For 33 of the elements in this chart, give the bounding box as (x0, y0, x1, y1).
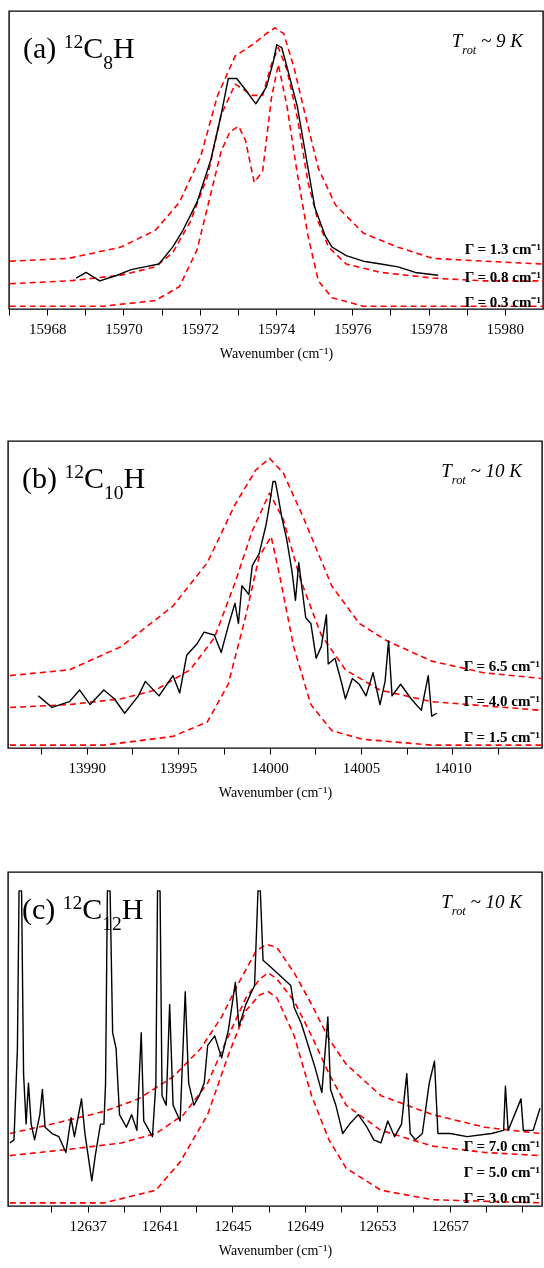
annotation: Γ = 5.0 cm⁻¹ (463, 1164, 540, 1180)
annotation: T$_{rot}$ ~ 9 K (451, 30, 525, 57)
annotation: Γ = 1.3 cm⁻¹ (464, 241, 541, 257)
x-tick-label: 12637 (69, 1217, 108, 1234)
x-tick-label: 14000 (251, 759, 289, 776)
annotation: (a) $^{12}$C$_{8}$H (23, 30, 135, 73)
annotation: Γ = 6.5 cm⁻¹ (463, 658, 540, 674)
x-tick-label: 14005 (342, 759, 381, 776)
annotation: T$_{rot}$ ~ 10 K (441, 891, 524, 918)
x-axis-title: Wavenumber (cm⁻¹) (219, 345, 334, 362)
x-tick-label: 15980 (486, 320, 525, 337)
x-axis-title: Wavenumber (cm⁻¹) (218, 784, 333, 801)
annotation: (b) $^{12}$C$_{10}$H (22, 460, 146, 503)
x-tick-label: 15972 (181, 320, 219, 337)
x-tick-label: 15974 (257, 320, 296, 337)
x-tick-label: 13990 (68, 759, 106, 776)
annotation: Γ = 0.3 cm⁻¹ (464, 294, 541, 310)
x-tick-label: 15976 (334, 320, 373, 337)
x-tick-label: 12657 (431, 1217, 470, 1234)
x-tick-label: 12645 (214, 1217, 252, 1234)
x-tick-label: 13995 (159, 759, 198, 776)
annotation: Γ = 7.0 cm⁻¹ (463, 1138, 540, 1154)
x-tick-label: 12653 (359, 1217, 397, 1234)
x-tick-label: 15970 (105, 320, 143, 337)
x-tick-label: 15978 (410, 320, 448, 337)
annotation: Γ = 4.0 cm⁻¹ (463, 693, 540, 709)
x-tick-label: 12649 (286, 1217, 325, 1234)
x-tick-label: 12641 (141, 1217, 180, 1234)
x-tick-label: 14010 (434, 759, 472, 776)
x-tick-label: 15968 (28, 320, 67, 337)
annotation: T$_{rot}$ ~ 10 K (441, 460, 524, 487)
x-axis-title: Wavenumber (cm⁻¹) (218, 1242, 333, 1259)
annotation: Γ = 1.5 cm⁻¹ (463, 729, 540, 745)
